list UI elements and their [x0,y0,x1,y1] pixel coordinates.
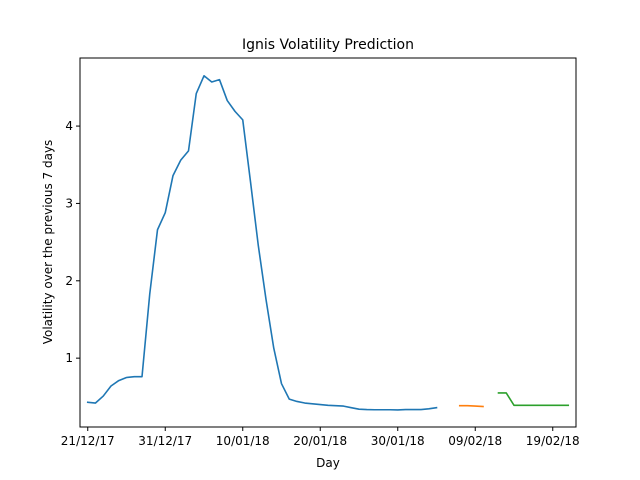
series-line-2 [458,404,484,408]
x-tick-label: 10/01/18 [216,434,270,448]
y-axis: 1 2 3 4 [65,119,80,365]
x-tick-label: 30/01/18 [371,434,425,448]
chart-title: Ignis Volatility Prediction [242,37,414,53]
x-tick-label: 09/02/18 [448,434,502,448]
x-axis: 21/12/17 31/12/17 10/01/18 20/01/18 30/01/18… [61,427,580,448]
y-tick-label: 4 [65,119,73,133]
y-tick-label: 3 [65,196,73,210]
x-tick-label: 31/12/17 [138,434,192,448]
x-axis-label: Day [316,456,340,470]
x-tick-label: 19/02/18 [526,434,580,448]
series-line-1 [86,74,438,411]
series-line-3 [497,392,570,407]
y-axis-label: Volatility over the previous 7 days [41,140,55,345]
plot-frame [79,57,577,428]
y-tick-label: 2 [65,274,73,288]
plot-area [86,74,570,411]
y-tick-label: 1 [65,351,73,365]
x-tick-label: 20/01/18 [293,434,347,448]
x-tick-label: 21/12/17 [61,434,115,448]
